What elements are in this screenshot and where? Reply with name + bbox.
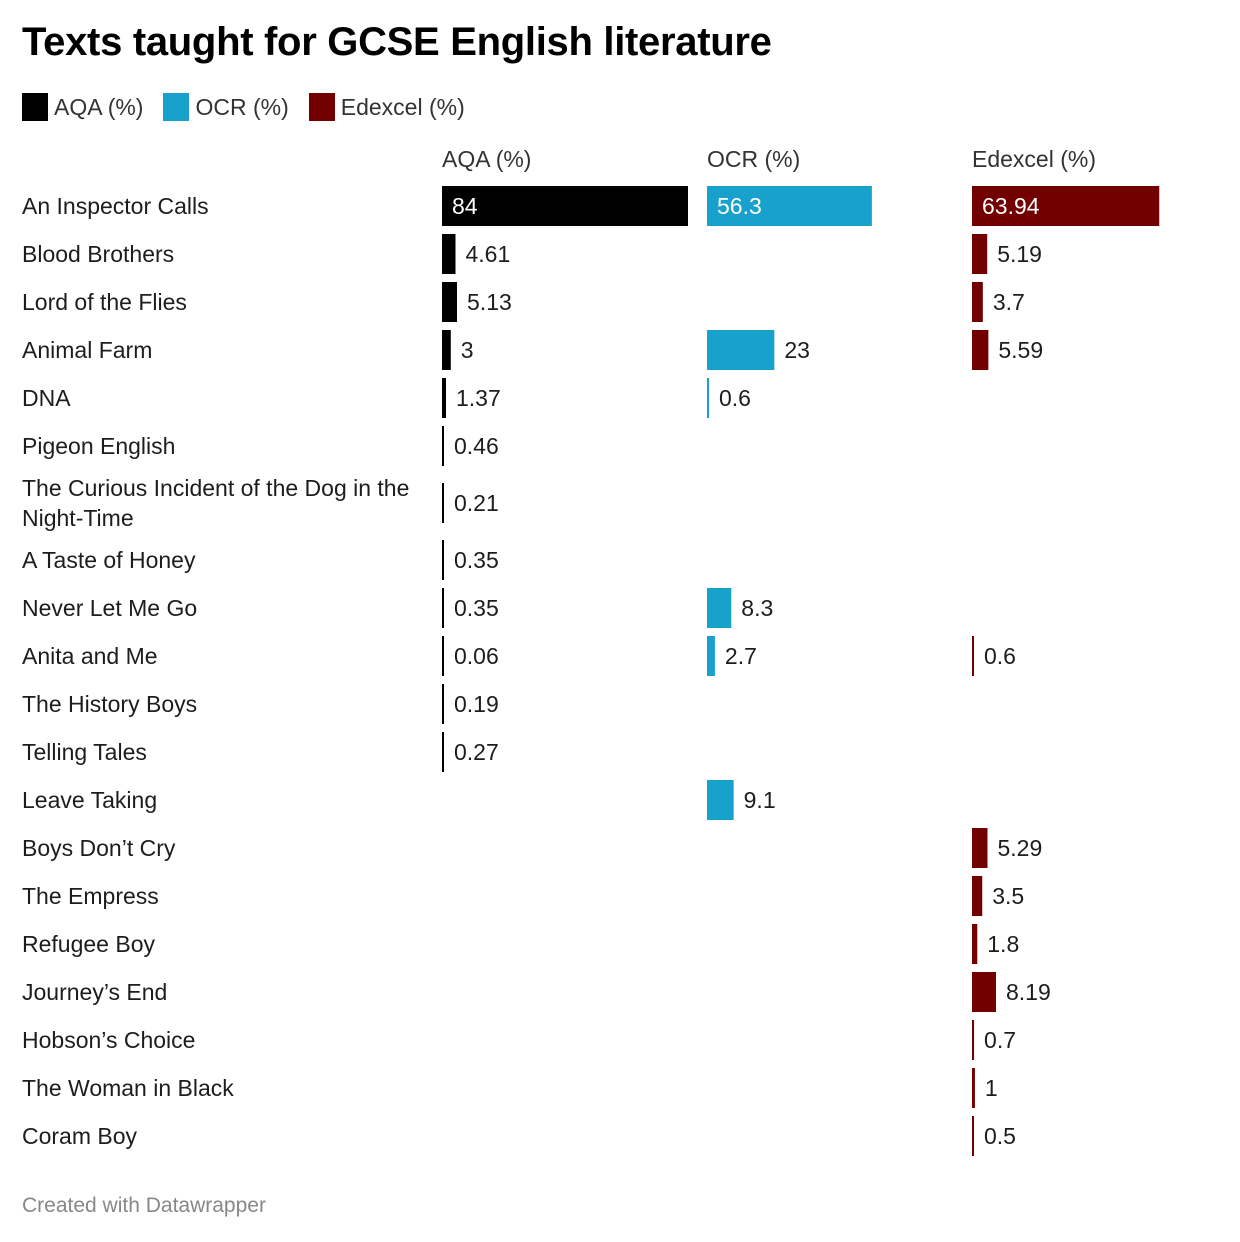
bar-aqa-the-history-boys xyxy=(442,684,444,724)
row-label-hobson-s-choice: Hobson’s Choice xyxy=(22,1027,195,1053)
bar-aqa-a-taste-of-honey xyxy=(442,540,444,580)
bar-ocr-an-inspector-calls xyxy=(707,186,872,226)
bar-ocr-anita-and-me xyxy=(707,636,715,676)
value-label-ocr-leave-taking: 9.1 xyxy=(744,787,776,813)
legend-label-edexcel: Edexcel (%) xyxy=(340,93,465,120)
value-label-aqa-anita-and-me: 0.06 xyxy=(454,643,499,669)
bar-edexcel-blood-brothers xyxy=(972,234,988,274)
row-label-blood-brothers: Blood Brothers xyxy=(22,241,174,267)
row-label-dna: DNA xyxy=(22,385,71,411)
value-label-aqa-dna: 1.37 xyxy=(456,385,501,411)
bar-ocr-dna xyxy=(707,378,709,418)
value-label-aqa-pigeon-english: 0.46 xyxy=(454,433,499,459)
bar-edexcel-the-woman-in-black xyxy=(972,1068,975,1108)
column-header-edexcel: Edexcel (%) xyxy=(972,146,1096,172)
value-label-ocr-animal-farm: 23 xyxy=(784,337,810,363)
bar-edexcel-anita-and-me xyxy=(972,636,974,676)
value-label-ocr-an-inspector-calls: 56.3 xyxy=(717,193,762,219)
value-label-aqa-the-curious-incident-of-the-dog-in-the-night-time: 0.21 xyxy=(454,490,499,516)
row-label-telling-tales: Telling Tales xyxy=(22,739,147,765)
value-label-aqa-never-let-me-go: 0.35 xyxy=(454,595,499,621)
bar-chart: An Inspector Calls 84 56.3 63.94 Blood Broth… xyxy=(22,186,1160,1156)
value-label-edexcel-an-inspector-calls: 63.94 xyxy=(982,193,1040,219)
value-label-aqa-a-taste-of-honey: 0.35 xyxy=(454,547,499,573)
value-label-aqa-telling-tales: 0.27 xyxy=(454,739,499,765)
value-label-edexcel-the-empress: 3.5 xyxy=(992,883,1024,909)
bar-edexcel-boys-don-t-cry xyxy=(972,828,988,868)
bar-edexcel-hobson-s-choice xyxy=(972,1020,975,1060)
value-label-aqa-the-history-boys: 0.19 xyxy=(454,691,499,717)
row-label-lord-of-the-flies: Lord of the Flies xyxy=(22,289,187,315)
row-label-anita-and-me: Anita and Me xyxy=(22,643,158,669)
row-label-journey-s-end: Journey’s End xyxy=(22,979,167,1005)
bar-aqa-pigeon-english xyxy=(442,426,444,466)
bar-edexcel-refugee-boy xyxy=(972,924,978,964)
footer-credit: Created with Datawrapper xyxy=(22,1194,266,1217)
value-label-aqa-lord-of-the-flies: 5.13 xyxy=(467,289,512,315)
legend: AQA (%) OCR (%) Edexcel (%) xyxy=(22,92,485,122)
bar-ocr-never-let-me-go xyxy=(707,588,732,628)
legend-label-aqa: AQA (%) xyxy=(54,93,144,120)
row-label-boys-don-t-cry: Boys Don’t Cry xyxy=(22,835,176,861)
value-label-edexcel-blood-brothers: 5.19 xyxy=(997,241,1042,267)
bar-ocr-leave-taking xyxy=(707,780,734,820)
row-label-never-let-me-go: Never Let Me Go xyxy=(22,595,197,621)
legend-item-aqa: AQA (%) xyxy=(22,93,143,121)
value-label-aqa-an-inspector-calls: 84 xyxy=(452,193,478,219)
bar-aqa-lord-of-the-flies xyxy=(442,282,458,322)
legend-label-ocr: OCR (%) xyxy=(195,93,289,120)
row-label-the-empress: The Empress xyxy=(22,883,159,909)
value-label-aqa-animal-farm: 3 xyxy=(461,337,474,363)
value-label-edexcel-animal-farm: 5.59 xyxy=(998,337,1043,363)
row-label-pigeon-english: Pigeon English xyxy=(22,433,175,459)
bar-edexcel-lord-of-the-flies xyxy=(972,282,983,322)
value-label-edexcel-journey-s-end: 8.19 xyxy=(1006,979,1051,1005)
bar-edexcel-coram-boy xyxy=(972,1116,974,1156)
value-label-ocr-dna: 0.6 xyxy=(719,385,751,411)
bar-aqa-the-curious-incident-of-the-dog-in-the-night-time xyxy=(442,483,444,523)
value-label-ocr-anita-and-me: 2.7 xyxy=(725,643,757,669)
value-label-edexcel-boys-don-t-cry: 5.29 xyxy=(997,835,1042,861)
bar-aqa-dna xyxy=(442,378,447,418)
column-header-ocr: OCR (%) xyxy=(707,146,801,172)
bar-aqa-anita-and-me xyxy=(442,636,444,676)
bar-aqa-never-let-me-go xyxy=(442,588,444,628)
row-label-refugee-boy: Refugee Boy xyxy=(22,931,155,957)
value-label-edexcel-refugee-boy: 1.8 xyxy=(987,931,1019,957)
row-label-a-taste-of-honey: A Taste of Honey xyxy=(22,547,196,573)
legend-item-ocr: OCR (%) xyxy=(163,93,289,121)
bar-aqa-telling-tales xyxy=(442,732,444,772)
legend-swatch-aqa xyxy=(22,93,48,121)
row-label-the-woman-in-black: The Woman in Black xyxy=(22,1075,234,1101)
row-label-the-history-boys: The History Boys xyxy=(22,691,197,717)
value-label-edexcel-anita-and-me: 0.6 xyxy=(984,643,1016,669)
bar-aqa-animal-farm xyxy=(442,330,451,370)
bar-aqa-an-inspector-calls xyxy=(442,186,688,226)
value-label-edexcel-lord-of-the-flies: 3.7 xyxy=(993,289,1025,315)
row-label-animal-farm: Animal Farm xyxy=(22,337,152,363)
column-header-aqa: AQA (%) xyxy=(442,146,532,172)
bar-edexcel-an-inspector-calls xyxy=(972,186,1160,226)
value-label-edexcel-the-woman-in-black: 1 xyxy=(985,1075,998,1101)
bar-edexcel-animal-farm xyxy=(972,330,989,370)
legend-swatch-ocr xyxy=(163,93,190,121)
legend-swatch-edexcel xyxy=(308,93,335,121)
row-label-an-inspector-calls: An Inspector Calls xyxy=(22,193,209,219)
row-label-leave-taking: Leave Taking xyxy=(22,787,157,813)
chart-title: Texts taught for GCSE English literature xyxy=(22,20,772,64)
value-label-aqa-blood-brothers: 4.61 xyxy=(466,241,511,267)
value-label-edexcel-hobson-s-choice: 0.7 xyxy=(984,1027,1016,1053)
bar-edexcel-journey-s-end xyxy=(972,972,996,1012)
row-label-the-curious-incident-of-the-dog-in-the-night-time: The Curious Incident of the Dog in the Ni… xyxy=(22,475,409,531)
bar-ocr-animal-farm xyxy=(707,330,775,370)
bar-aqa-blood-brothers xyxy=(442,234,456,274)
legend-item-edexcel: Edexcel (%) xyxy=(308,93,465,121)
bar-edexcel-the-empress xyxy=(972,876,983,916)
value-label-edexcel-coram-boy: 0.5 xyxy=(984,1123,1016,1149)
value-label-ocr-never-let-me-go: 8.3 xyxy=(741,595,773,621)
row-label-coram-boy: Coram Boy xyxy=(22,1123,138,1149)
